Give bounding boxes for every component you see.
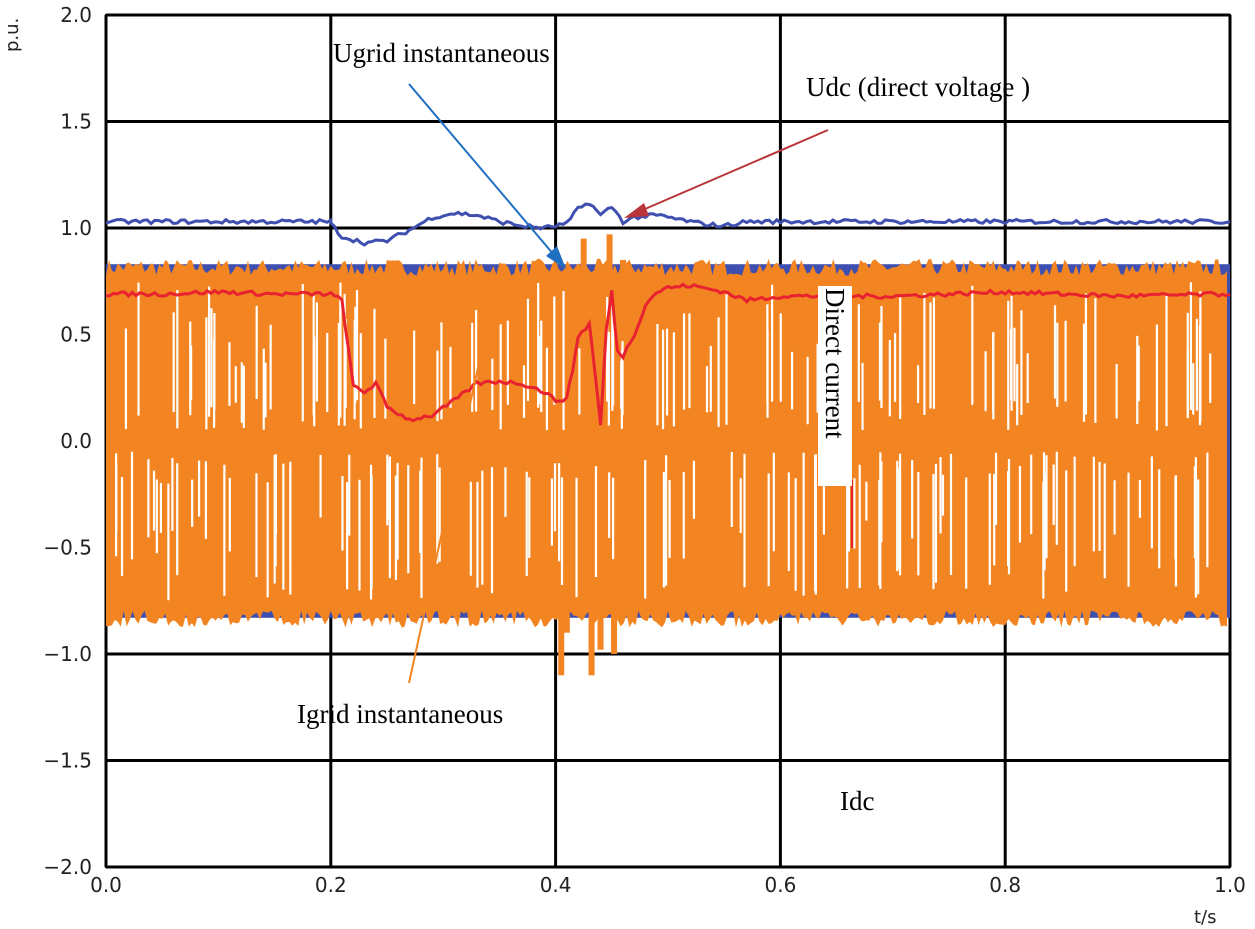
igrid-label: Igrid instantaneous [297,699,503,729]
ugrid-label: Ugrid instantaneous [333,38,550,68]
x-tick-label: 0.6 [764,873,796,897]
x-tick-label: 0.2 [315,873,347,897]
igrid-arrow [408,321,489,684]
y-tick-label: 1.5 [60,110,92,134]
y-tick-label: −1.5 [43,749,92,773]
igrid-fault-spike [597,441,604,650]
y-tick-label: 0.0 [60,429,92,453]
y-tick-label: 0.5 [60,323,92,347]
igrid-fault-spike [563,441,570,633]
idc-label: Idc [840,786,874,816]
y-tick-label: −0.5 [43,536,92,560]
direct-current-label-group: Direct current [818,286,852,486]
x-tick-label: 0.0 [90,873,122,897]
tick-layer: 0.0 0.2 0.4 0.6 0.8 1.0 2.0 1.5 1.0 0.5 0.0 −0.5 −1.… [43,3,1245,897]
y-tick-label: −2.0 [43,855,92,879]
line-layer [105,202,1231,426]
udc-arrow [637,129,829,213]
band-layer [106,234,1230,676]
igrid-fault-spike [580,238,587,441]
udc-arrowhead [624,203,649,218]
udc-label: Udc (direct voltage ) [806,72,1030,102]
x-axis-label: t/s [1194,907,1217,928]
direct-current-label-bg [818,286,852,486]
direct-current-label: Direct current [820,288,850,439]
y-tick-label: 2.0 [60,3,92,27]
x-tick-label: 0.4 [540,873,572,897]
igrid-fault-spike [588,441,595,676]
x-tick-label: 0.8 [989,873,1021,897]
y-tick-label: 1.0 [60,216,92,240]
ugrid-arrow [408,83,561,263]
ugrid-arrowhead [546,246,566,269]
annotation-layer: Ugrid instantaneous Udc (direct voltage … [297,38,1030,816]
idc-series-line [106,282,1231,426]
y-tick-label: −1.0 [43,642,92,666]
y-axis-label: p.u. [2,18,23,52]
x-tick-label: 1.0 [1214,873,1246,897]
igrid-arrowhead [483,308,494,324]
udc-series-line [105,202,1231,247]
